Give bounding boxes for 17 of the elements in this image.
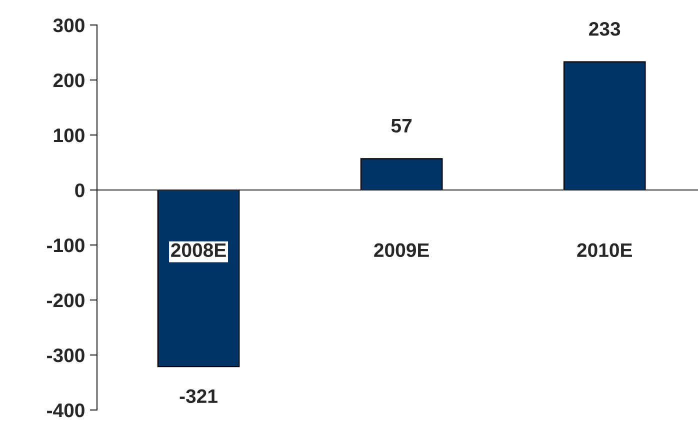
x-tick-label: 2010E bbox=[577, 243, 632, 258]
y-tick-label: 100 bbox=[54, 128, 84, 142]
x-tick-label: 2009E bbox=[374, 243, 429, 258]
y-tick-label: -100 bbox=[47, 238, 84, 252]
x-tick-label: 2008E bbox=[171, 243, 226, 258]
data-label: -321 bbox=[180, 389, 218, 404]
bar bbox=[360, 158, 443, 191]
y-tick-label: 300 bbox=[53, 18, 84, 32]
y-tick-label: -400 bbox=[47, 403, 84, 418]
y-tick-label: 0 bbox=[75, 183, 84, 198]
data-label: 233 bbox=[589, 22, 620, 36]
y-tick-label: 200 bbox=[53, 73, 84, 88]
data-label: 57 bbox=[391, 119, 412, 133]
bar bbox=[563, 61, 646, 191]
y-tick-label: -200 bbox=[47, 293, 84, 308]
y-tick-label: -300 bbox=[47, 348, 84, 362]
bar bbox=[157, 189, 240, 368]
